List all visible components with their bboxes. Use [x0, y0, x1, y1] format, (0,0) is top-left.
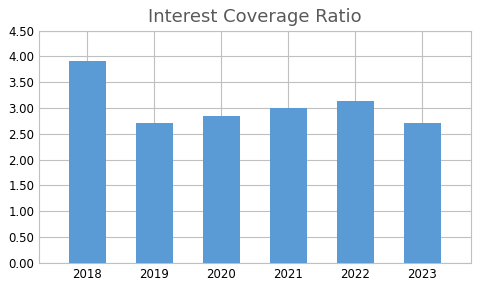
Bar — [136, 123, 173, 263]
Title: Interest Coverage Ratio: Interest Coverage Ratio — [148, 8, 362, 26]
Bar — [337, 101, 374, 263]
Bar — [69, 61, 106, 263]
Bar — [404, 123, 441, 263]
Bar — [203, 116, 240, 263]
Bar — [270, 108, 307, 263]
